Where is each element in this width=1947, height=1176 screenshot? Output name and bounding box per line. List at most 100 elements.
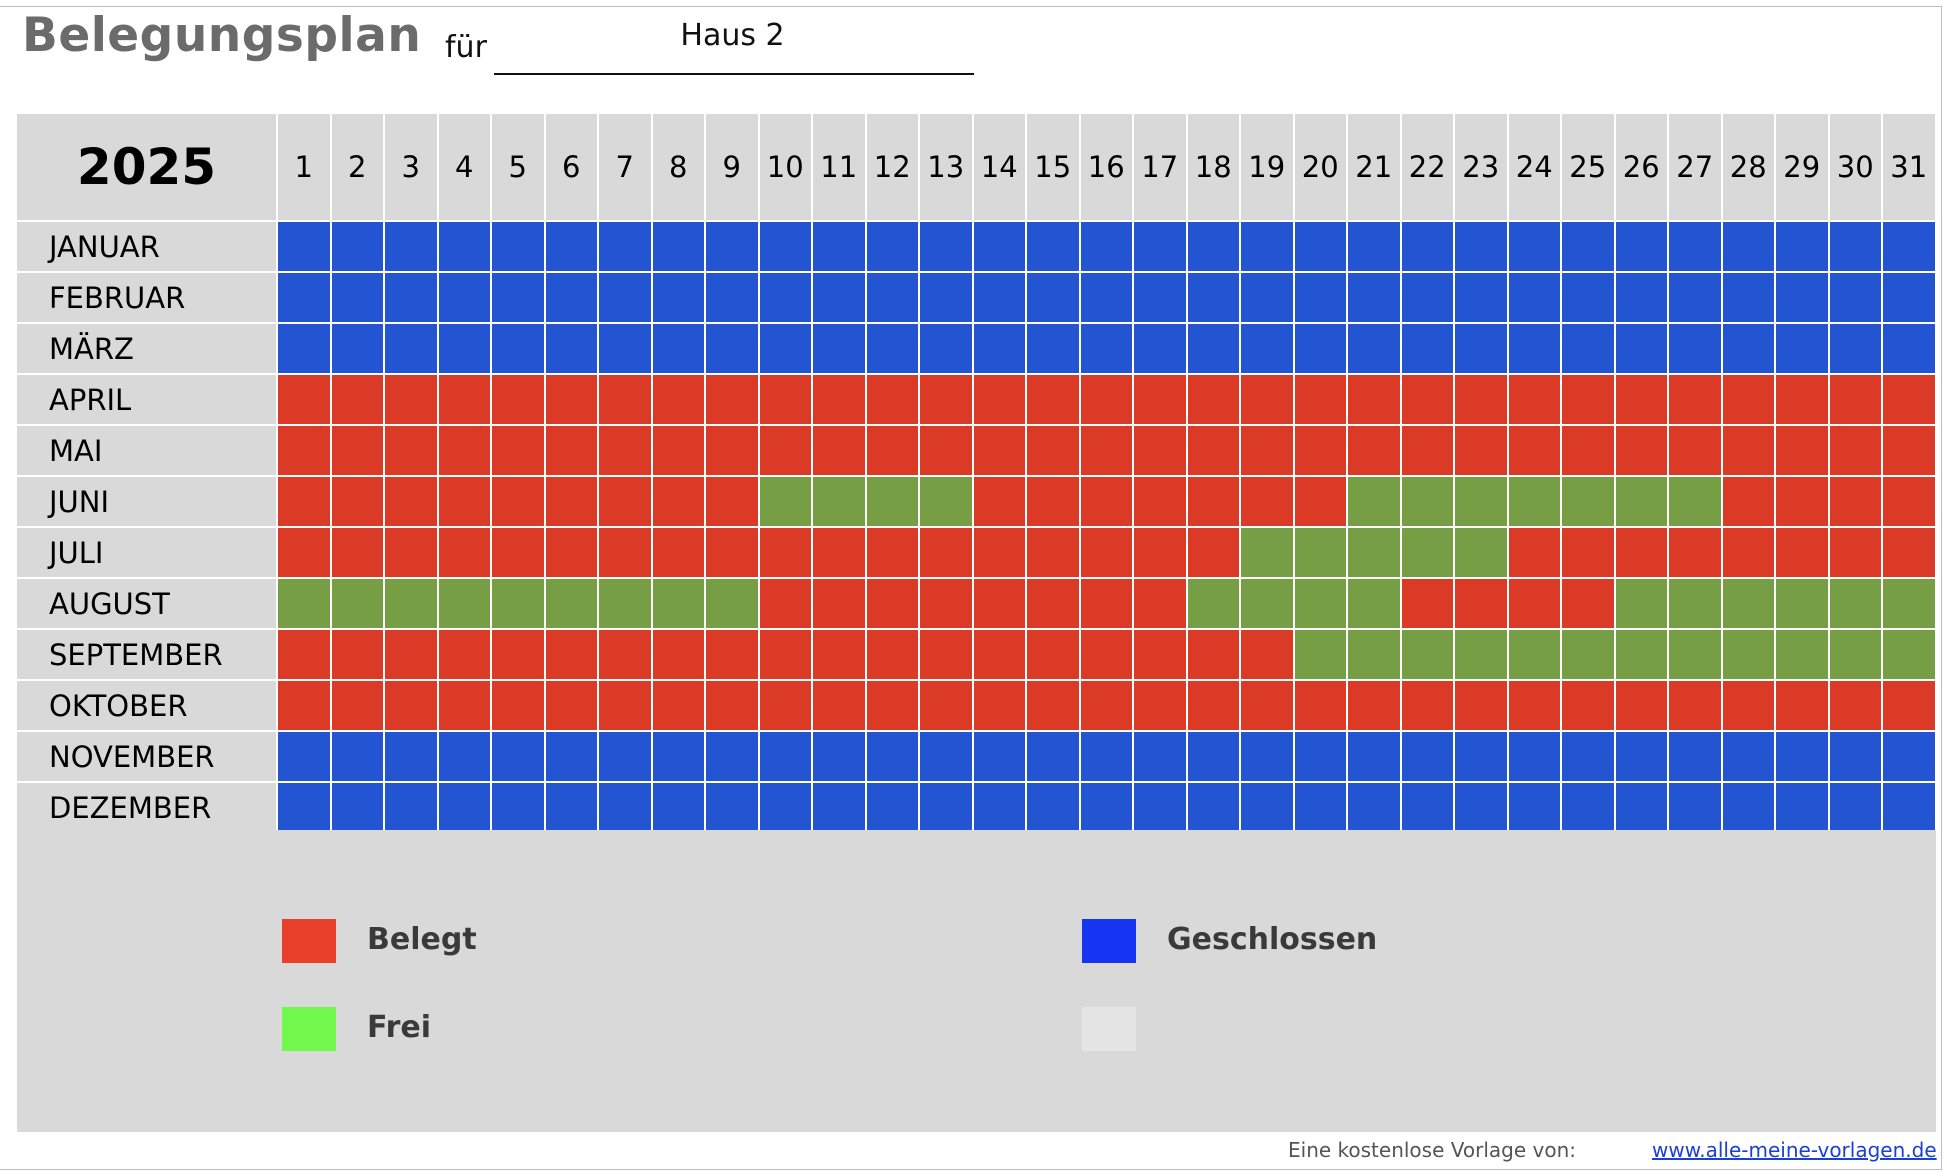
day-cell[interactable] [276, 628, 330, 679]
day-cell[interactable] [971, 424, 1025, 475]
day-cell[interactable] [1346, 628, 1400, 679]
day-cell[interactable] [597, 730, 651, 781]
day-cell[interactable] [1453, 577, 1507, 628]
day-cell[interactable] [597, 679, 651, 730]
day-cell[interactable] [811, 679, 865, 730]
day-cell[interactable] [597, 577, 651, 628]
day-cell[interactable] [1292, 373, 1346, 424]
day-cell[interactable] [1774, 220, 1828, 271]
day-cell[interactable] [704, 781, 758, 832]
day-cell[interactable] [1399, 577, 1453, 628]
day-cell[interactable] [276, 220, 330, 271]
day-cell[interactable] [1078, 577, 1132, 628]
day-cell[interactable] [1025, 424, 1079, 475]
day-cell[interactable] [1506, 730, 1560, 781]
day-cell[interactable] [704, 475, 758, 526]
day-cell[interactable] [1774, 628, 1828, 679]
day-cell[interactable] [1132, 730, 1186, 781]
day-cell[interactable] [1399, 628, 1453, 679]
day-cell[interactable] [704, 526, 758, 577]
day-cell[interactable] [276, 730, 330, 781]
day-cell[interactable] [1720, 577, 1774, 628]
day-cell[interactable] [1774, 730, 1828, 781]
day-cell[interactable] [1774, 679, 1828, 730]
day-cell[interactable] [543, 679, 597, 730]
day-cell[interactable] [1025, 373, 1079, 424]
day-cell[interactable] [1506, 424, 1560, 475]
day-cell[interactable] [1185, 271, 1239, 322]
day-cell[interactable] [650, 271, 704, 322]
day-cell[interactable] [543, 577, 597, 628]
day-cell[interactable] [1881, 628, 1935, 679]
day-cell[interactable] [918, 475, 972, 526]
day-cell[interactable] [329, 628, 383, 679]
day-cell[interactable] [811, 475, 865, 526]
day-cell[interactable] [1078, 475, 1132, 526]
day-cell[interactable] [543, 475, 597, 526]
day-cell[interactable] [276, 781, 330, 832]
day-cell[interactable] [811, 322, 865, 373]
day-cell[interactable] [1827, 781, 1881, 832]
day-cell[interactable] [1560, 781, 1614, 832]
day-cell[interactable] [1613, 577, 1667, 628]
day-cell[interactable] [1132, 424, 1186, 475]
day-cell[interactable] [1881, 322, 1935, 373]
day-cell[interactable] [543, 730, 597, 781]
day-cell[interactable] [1774, 322, 1828, 373]
day-cell[interactable] [1239, 526, 1293, 577]
day-cell[interactable] [971, 577, 1025, 628]
day-cell[interactable] [1720, 373, 1774, 424]
day-cell[interactable] [1132, 220, 1186, 271]
day-cell[interactable] [329, 679, 383, 730]
day-cell[interactable] [543, 781, 597, 832]
day-cell[interactable] [864, 322, 918, 373]
day-cell[interactable] [490, 322, 544, 373]
day-cell[interactable] [971, 526, 1025, 577]
day-cell[interactable] [329, 220, 383, 271]
day-cell[interactable] [1881, 730, 1935, 781]
day-cell[interactable] [1185, 475, 1239, 526]
day-cell[interactable] [1239, 271, 1293, 322]
day-cell[interactable] [864, 679, 918, 730]
day-cell[interactable] [1667, 628, 1721, 679]
day-cell[interactable] [329, 271, 383, 322]
day-cell[interactable] [1346, 526, 1400, 577]
day-cell[interactable] [276, 475, 330, 526]
day-cell[interactable] [971, 679, 1025, 730]
day-cell[interactable] [1185, 628, 1239, 679]
day-cell[interactable] [1560, 679, 1614, 730]
day-cell[interactable] [1025, 322, 1079, 373]
day-cell[interactable] [543, 271, 597, 322]
day-cell[interactable] [1399, 322, 1453, 373]
day-cell[interactable] [329, 577, 383, 628]
day-cell[interactable] [1881, 526, 1935, 577]
day-cell[interactable] [436, 322, 490, 373]
day-cell[interactable] [1774, 526, 1828, 577]
day-cell[interactable] [704, 628, 758, 679]
day-cell[interactable] [864, 220, 918, 271]
day-cell[interactable] [1506, 781, 1560, 832]
day-cell[interactable] [1881, 475, 1935, 526]
day-cell[interactable] [650, 220, 704, 271]
day-cell[interactable] [436, 424, 490, 475]
day-cell[interactable] [1292, 781, 1346, 832]
day-cell[interactable] [1560, 475, 1614, 526]
day-cell[interactable] [1239, 322, 1293, 373]
day-cell[interactable] [1560, 424, 1614, 475]
day-cell[interactable] [1827, 526, 1881, 577]
day-cell[interactable] [1132, 271, 1186, 322]
day-cell[interactable] [704, 679, 758, 730]
day-cell[interactable] [1506, 679, 1560, 730]
day-cell[interactable] [1185, 322, 1239, 373]
day-cell[interactable] [1667, 220, 1721, 271]
day-cell[interactable] [757, 373, 811, 424]
day-cell[interactable] [1560, 220, 1614, 271]
day-cell[interactable] [811, 271, 865, 322]
day-cell[interactable] [436, 730, 490, 781]
day-cell[interactable] [1827, 577, 1881, 628]
day-cell[interactable] [1346, 475, 1400, 526]
day-cell[interactable] [811, 424, 865, 475]
day-cell[interactable] [1774, 577, 1828, 628]
day-cell[interactable] [597, 271, 651, 322]
day-cell[interactable] [918, 220, 972, 271]
